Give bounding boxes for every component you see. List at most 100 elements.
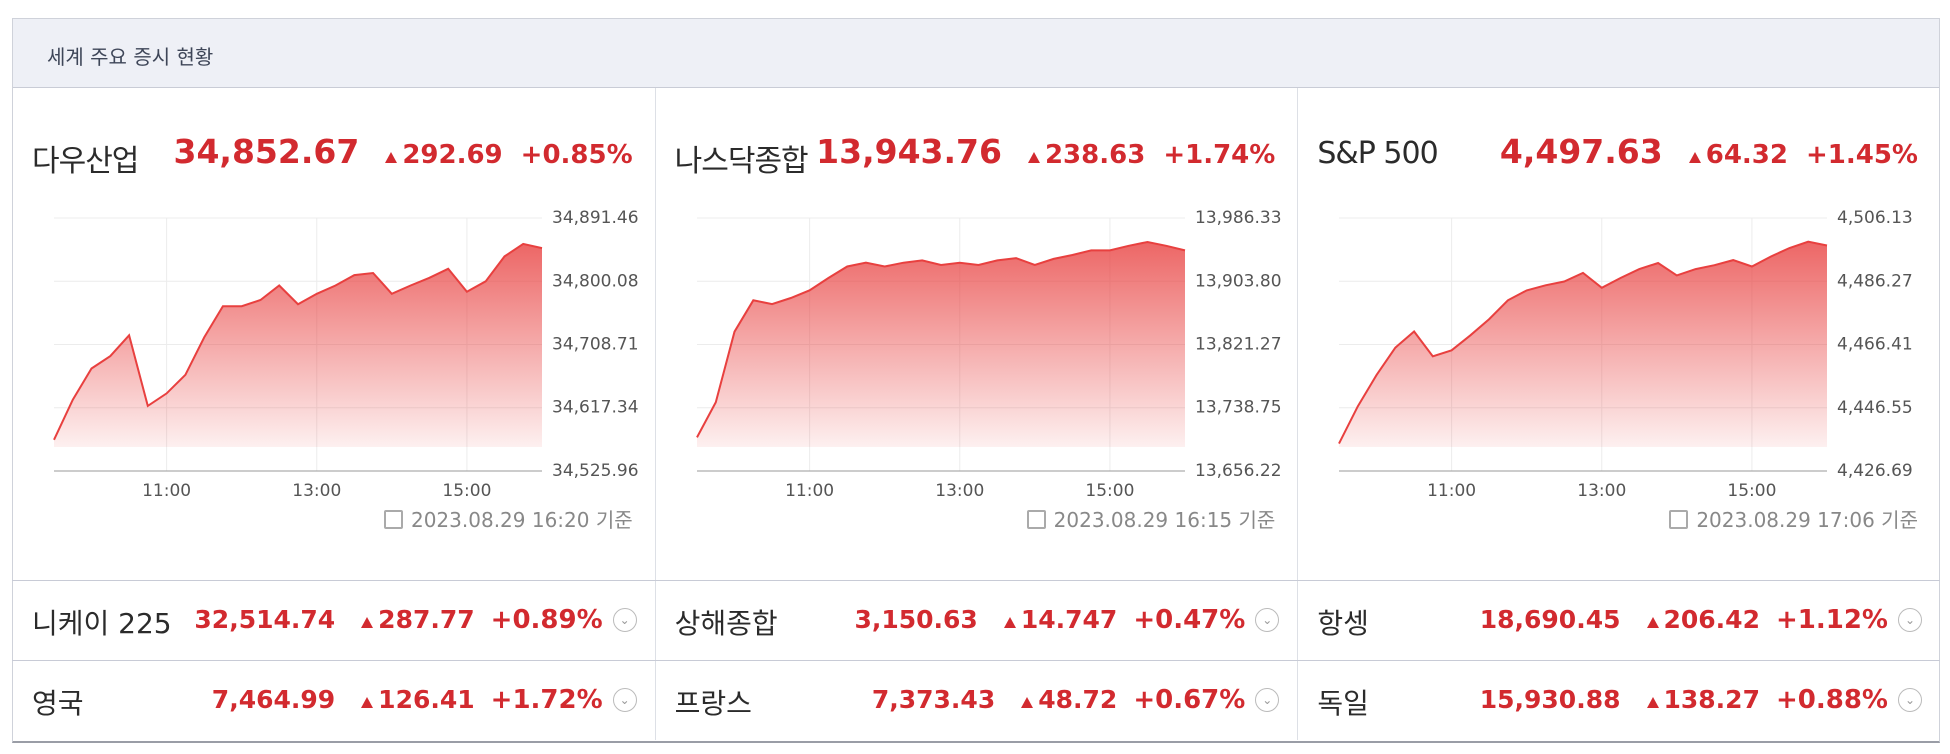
change-value: 206.42 xyxy=(1663,605,1760,634)
market-name: 항셍 xyxy=(1317,607,1369,640)
index-quote: 4,497.63 64.32 +1.45% xyxy=(1297,132,1918,171)
up-arrow xyxy=(361,617,374,628)
panel-divider xyxy=(1297,88,1299,740)
market-name: 영국 xyxy=(32,687,84,720)
change-value: 238.63 xyxy=(1044,140,1146,170)
market-pct: +0.89% xyxy=(490,605,603,635)
timestamp: 2023.08.29 16:15 기준 xyxy=(655,504,1276,533)
market-pct: +1.12% xyxy=(1775,605,1888,635)
market-quote: 18,690.45 206.42 +1.12% xyxy=(1297,605,1888,635)
expand-button[interactable]: ⌄ xyxy=(1255,608,1280,632)
index-change: 292.69 xyxy=(385,140,503,170)
index-name: 나스닥종합 xyxy=(674,144,809,179)
market-pct: +0.88% xyxy=(1775,685,1888,715)
market-widget: 세계 주요 증시 현황 xyxy=(12,18,1940,743)
change-value: 126.41 xyxy=(378,685,475,714)
index-change: 238.63 xyxy=(1027,140,1146,170)
expand-button[interactable]: ⌄ xyxy=(1898,688,1922,712)
market-price: 32,514.74 xyxy=(194,605,336,634)
index-quote: 13,943.76 238.63 +1.74% xyxy=(655,132,1276,171)
y-tick-label: 13,903.80 xyxy=(1195,271,1282,291)
up-arrow xyxy=(1646,697,1659,708)
y-tick-label: 13,821.27 xyxy=(1195,335,1282,355)
market-change: 206.42 xyxy=(1646,605,1760,634)
y-tick-label: 34,708.71 xyxy=(552,335,639,355)
area xyxy=(54,243,542,447)
market-change: 287.77 xyxy=(361,605,475,634)
market-name: 프랑스 xyxy=(674,687,752,720)
market-pct: +1.72% xyxy=(490,685,603,715)
area xyxy=(696,242,1185,447)
index-price: 34,852.67 xyxy=(173,132,360,171)
panel-divider xyxy=(654,88,656,740)
chart: 34,525.96 34,617.34 34,708.71 34,800.08 34,8… xyxy=(53,208,639,500)
x-tick-label: 15:00 xyxy=(1085,481,1134,500)
timestamp: 2023.08.29 16:20 기준 xyxy=(12,504,633,533)
x-tick-label: 11:00 xyxy=(785,481,834,500)
line xyxy=(1338,240,1828,445)
x-tick-label: 13:00 xyxy=(1578,481,1627,500)
calendar-icon xyxy=(1669,510,1689,529)
x-tick-label: 15:00 xyxy=(442,481,491,500)
market-price: 18,690.45 xyxy=(1479,605,1621,634)
market-price: 7,464.99 xyxy=(211,685,336,714)
up-arrow xyxy=(1027,152,1040,163)
y-tick-label: 4,506.13 xyxy=(1837,208,1913,228)
timestamp-text: 2023.08.29 16:20 기준 xyxy=(410,508,633,532)
index-name: 다우산업 xyxy=(32,144,139,179)
calendar-icon xyxy=(1026,510,1046,529)
x-tick-label: 11:00 xyxy=(142,481,191,500)
market-pct: +0.47% xyxy=(1133,605,1246,635)
market-quote: 3,150.63 14.747 +0.47% xyxy=(655,605,1246,635)
market-change: 138.27 xyxy=(1646,685,1760,714)
market-price: 7,373.43 xyxy=(871,685,996,714)
y-tick-label: 34,891.46 xyxy=(552,208,639,228)
x-tick-label: 11:00 xyxy=(1427,481,1476,500)
market-change: 126.41 xyxy=(361,685,475,714)
y-tick-label: 4,446.55 xyxy=(1837,398,1913,418)
header-title: 세계 주요 증시 현황 xyxy=(47,45,214,69)
market-change: 14.747 xyxy=(1003,605,1117,634)
up-arrow xyxy=(1688,152,1701,163)
market-quote: 32,514.74 287.77 +0.89% xyxy=(12,605,603,635)
market-change: 48.72 xyxy=(1021,685,1117,714)
market-price: 15,930.88 xyxy=(1479,685,1621,714)
change-value: 138.27 xyxy=(1663,685,1760,714)
up-arrow xyxy=(385,152,398,163)
index-pct: +1.74% xyxy=(1163,140,1276,170)
change-value: 48.72 xyxy=(1038,685,1118,714)
chart: 13,656.22 13,738.75 13,821.27 13,903.80 13,9… xyxy=(695,208,1282,500)
line xyxy=(695,240,1185,438)
up-arrow xyxy=(1021,697,1034,708)
change-value: 292.69 xyxy=(402,140,503,170)
market-name: 상해종합 xyxy=(674,607,778,640)
timestamp-text: 2023.08.29 17:06 기준 xyxy=(1696,508,1918,532)
x-tick-label: 13:00 xyxy=(292,481,341,500)
area xyxy=(1339,241,1828,447)
y-tick-label: 13,738.75 xyxy=(1195,398,1282,418)
y-tick-label: 4,426.69 xyxy=(1837,461,1913,481)
market-price: 3,150.63 xyxy=(854,605,978,634)
market-name: 독일 xyxy=(1317,687,1369,720)
change-value: 64.32 xyxy=(1705,140,1788,170)
timestamp: 2023.08.29 17:06 기준 xyxy=(1297,504,1918,533)
expand-button[interactable]: ⌄ xyxy=(612,688,637,712)
y-tick-label: 4,486.27 xyxy=(1837,271,1913,291)
timestamp-text: 2023.08.29 16:15 기준 xyxy=(1053,508,1276,532)
calendar-icon xyxy=(383,510,403,529)
row-border xyxy=(12,580,1940,581)
y-tick-label: 34,525.96 xyxy=(552,461,639,481)
change-value: 287.77 xyxy=(378,605,475,634)
x-tick-label: 13:00 xyxy=(935,481,984,500)
market-quote: 7,464.99 126.41 +1.72% xyxy=(12,685,603,715)
expand-button[interactable]: ⌄ xyxy=(1255,688,1280,712)
up-arrow xyxy=(1646,617,1659,628)
line xyxy=(53,242,543,441)
header-bar: 세계 주요 증시 현황 xyxy=(13,19,1939,88)
index-price: 4,497.63 xyxy=(1499,132,1663,171)
y-tick-label: 4,466.41 xyxy=(1837,335,1913,355)
market-pct: +0.67% xyxy=(1133,685,1246,715)
expand-button[interactable]: ⌄ xyxy=(1898,608,1922,632)
expand-button[interactable]: ⌄ xyxy=(612,608,637,632)
